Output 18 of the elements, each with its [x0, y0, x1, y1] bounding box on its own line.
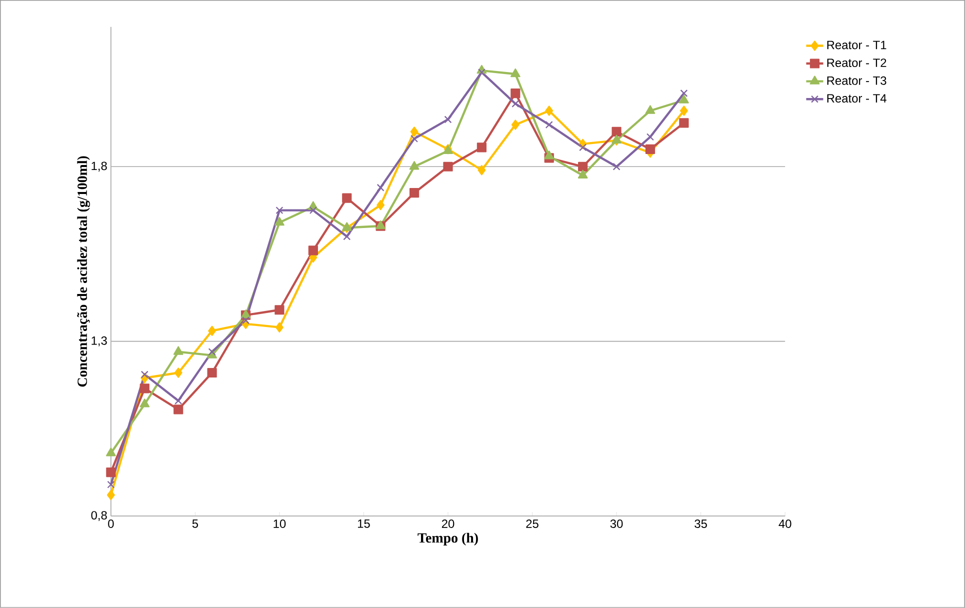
y-axis-title: Concentração de acidez total (g/100ml): [77, 156, 90, 387]
x-tick-label: 30: [610, 520, 623, 528]
y-tick-label: 1,8: [92, 162, 107, 172]
legend-label: Reator - T1: [827, 40, 886, 50]
x-axis-title: Tempo (h): [418, 532, 478, 546]
x-tick-label: 35: [694, 520, 707, 528]
y-tick-label: 0,8: [91, 511, 107, 521]
legend-label: Reator - T4: [827, 94, 886, 103]
x-tick-label: 25: [526, 520, 538, 528]
x-tick-label: 10: [274, 520, 286, 528]
x-tick-label: 20: [442, 520, 454, 528]
y-tick-label: 1,3: [92, 336, 107, 346]
legend-label: Reator - T3: [827, 76, 886, 85]
x-tick-label: 5: [192, 520, 198, 528]
x-tick-label: 40: [778, 520, 792, 528]
x-tick-label: 0: [108, 520, 114, 528]
x-tick-label: 15: [358, 520, 370, 528]
legend-label: Reator - T2: [827, 58, 886, 68]
